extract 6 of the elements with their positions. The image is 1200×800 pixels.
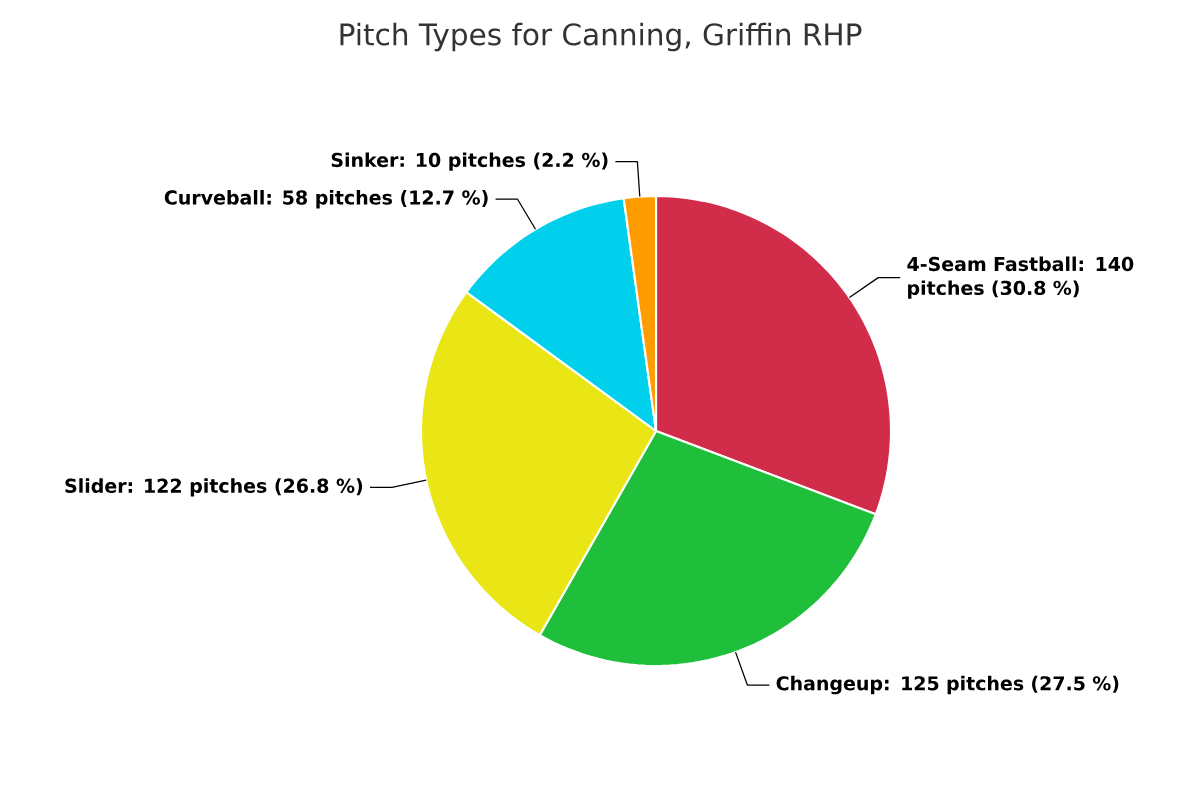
slice-label: Sinker: 10 pitches (2.2 %) xyxy=(331,152,608,171)
slice-label: 4-Seam Fastball: 140 pitches (30.8 %) xyxy=(907,256,1134,299)
slice-label: Curveball: 58 pitches (12.7 %) xyxy=(164,190,488,209)
slice-label: Changeup: 125 pitches (27.5 %) xyxy=(776,675,1119,695)
chart-title: Pitch Types for Canning, Griffin RHP xyxy=(340,22,862,52)
slice-label: Slider: 122 pitches (26.8 %) xyxy=(65,478,363,497)
